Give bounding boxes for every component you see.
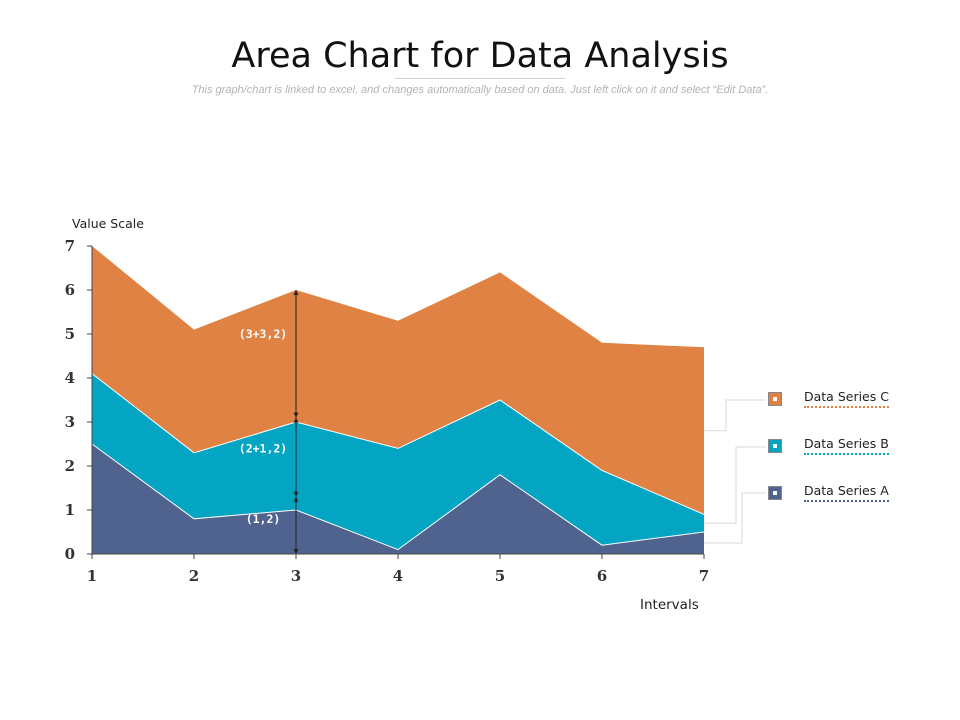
annotation-arrowhead-up [293,417,299,423]
y-tick-label: 7 [65,237,75,255]
legend-connector-data-series-c [704,399,766,432]
legend-label-series-c: Data Series C [804,389,889,408]
x-tick-label: 2 [189,567,199,585]
legend-label-series-b: Data Series B [804,436,889,455]
area-data-series-b [92,373,704,550]
y-tick-label: 3 [65,413,75,431]
annotation-arrowhead-down [293,549,299,554]
boundary-data-series-b [91,373,705,515]
annotation-arrowhead-down [293,412,299,418]
area-series [91,246,705,554]
legend-connectors [704,399,766,544]
legend-connector-data-series-b [704,446,766,524]
y-tick-label: 5 [65,325,75,343]
legend-connector-data-series-a [704,492,766,544]
y-tick-label: 6 [65,281,75,299]
annotation-arrowhead-up [293,290,299,295]
y-tick-label: 1 [65,501,75,519]
x-tick-label: 4 [393,567,403,585]
y-tick-label: 2 [65,457,75,475]
area-data-series-a [92,444,704,554]
annotation-arrowhead-up [293,496,299,502]
title-underline [395,78,565,79]
y-tick-label: 0 [65,545,75,563]
y-axis-label: Value Scale [72,216,144,231]
x-tick-label: 6 [597,567,607,585]
annotation-label: (2+1,2) [239,441,287,455]
legend-swatch-series-b [768,439,782,453]
annotation-arrowhead-down [293,491,299,497]
x-tick-label: 3 [291,567,301,585]
annotation-label: (1,2) [246,512,281,526]
annotations: (1,2) (2+1,2) (3+3,2) [239,290,299,554]
chart-title: Area Chart for Data Analysis [231,36,729,76]
x-axis-label: Intervals [640,597,699,613]
legend-label-series-a: Data Series A [804,483,889,502]
boundary-data-series-a [91,443,705,551]
x-tick-label: 7 [699,567,709,585]
x-tick-label: 1 [87,567,97,585]
chart-subtitle: This graph/chart is linked to excel, and… [191,84,769,96]
area-data-series-c [92,246,704,515]
y-tick-label: 4 [65,369,75,387]
x-tick-label: 5 [495,567,505,585]
annotation-label: (3+3,2) [239,327,287,341]
legend-swatch-series-c [768,392,782,406]
legend-swatch-series-a [768,486,782,500]
